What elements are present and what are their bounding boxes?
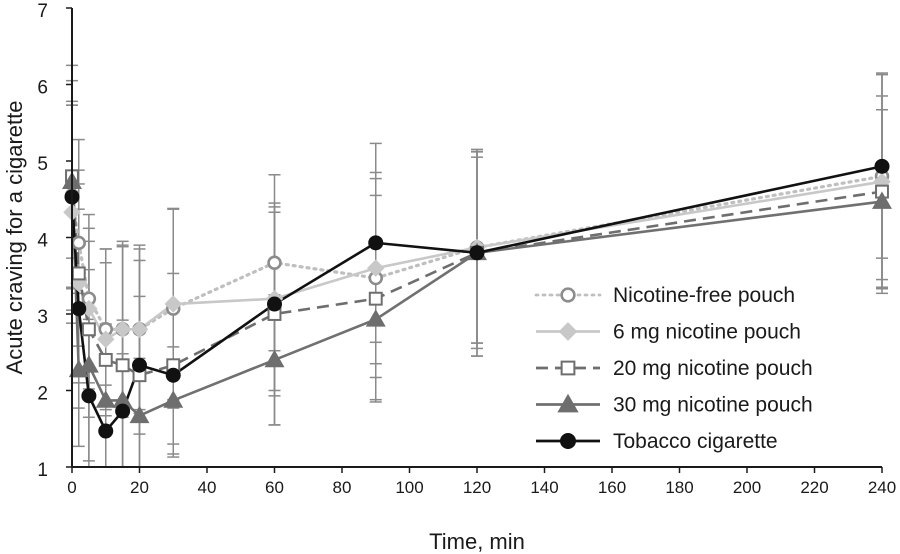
data-point — [71, 235, 87, 251]
legend-label: 20 mg nicotine pouch — [613, 357, 813, 380]
data-point — [163, 390, 184, 408]
legend-label: 30 mg nicotine pouch — [613, 394, 813, 417]
data-point — [130, 320, 149, 339]
legend-entry: 20 mg nicotine pouch — [536, 357, 813, 380]
axis-ticks: 1 2 3 4 5 6 7 0 20 40 60 80 100 120 140 160 180 200 220 240 — [37, 1, 896, 497]
data-point — [96, 330, 115, 349]
y-tick-label: 4 — [37, 231, 48, 252]
x-tick-label: 60 — [265, 478, 284, 497]
data-point — [113, 320, 132, 339]
legend-marker — [560, 433, 576, 449]
data-point — [368, 235, 384, 251]
legend-entry: 6 mg nicotine pouch — [536, 321, 801, 344]
x-tick-label: 0 — [67, 478, 76, 497]
legend: Nicotine-free pouch 6 mg nicotine pouch 20… — [534, 284, 813, 453]
y-tick-label: 2 — [37, 384, 48, 405]
data-point — [71, 266, 86, 281]
x-tick-label: 80 — [333, 478, 352, 497]
data-point — [129, 405, 150, 424]
data-point — [874, 158, 890, 174]
x-tick-label: 160 — [598, 478, 626, 497]
y-axis-title: Acute craving for a cigarette — [2, 101, 27, 375]
y-tick-label: 6 — [37, 78, 48, 99]
data-point — [98, 352, 113, 367]
data-point — [164, 295, 183, 313]
legend-marker — [560, 360, 576, 376]
legend-marker — [560, 287, 576, 303]
x-axis-title: Time, min — [429, 529, 525, 554]
x-tick-label: 180 — [665, 478, 693, 497]
x-tick-label: 20 — [130, 478, 149, 497]
y-tick-label: 3 — [37, 307, 48, 328]
data-point — [98, 423, 114, 439]
legend-entry: Tobacco cigarette — [536, 430, 778, 453]
legend-label: 6 mg nicotine pouch — [613, 321, 801, 344]
data-point — [365, 309, 386, 327]
data-point — [267, 296, 282, 312]
data-point — [71, 301, 87, 317]
legend-entry: 30 mg nicotine pouch — [536, 394, 813, 417]
legend-label: Nicotine-free pouch — [613, 284, 795, 307]
data-point — [95, 390, 116, 408]
data-point — [165, 367, 181, 383]
data-point — [366, 259, 385, 277]
series-markers — [62, 158, 892, 439]
legend-marker — [558, 322, 578, 341]
data-point — [872, 191, 892, 209]
x-tick-label: 40 — [198, 478, 217, 497]
data-point — [81, 322, 96, 337]
data-point — [132, 357, 147, 373]
data-point — [264, 349, 285, 368]
legend-entry: Nicotine-free pouch — [534, 284, 795, 307]
y-tick-label: 5 — [37, 154, 48, 175]
data-point — [78, 355, 99, 373]
x-tick-label: 120 — [463, 478, 491, 497]
x-tick-label: 140 — [530, 478, 558, 497]
data-point — [81, 388, 97, 404]
x-tick-label: 100 — [395, 478, 423, 497]
y-tick-label: 7 — [37, 1, 48, 22]
data-point — [267, 255, 282, 270]
x-tick-label: 240 — [868, 478, 896, 497]
data-point — [469, 245, 485, 261]
y-tick-label: 1 — [37, 460, 48, 481]
x-tick-label: 220 — [800, 478, 828, 497]
x-tick-label: 200 — [733, 478, 761, 497]
legend-marker — [557, 393, 579, 413]
data-point — [115, 358, 130, 373]
data-point — [115, 403, 131, 419]
legend-label: Tobacco cigarette — [613, 430, 778, 453]
data-point — [368, 291, 383, 306]
